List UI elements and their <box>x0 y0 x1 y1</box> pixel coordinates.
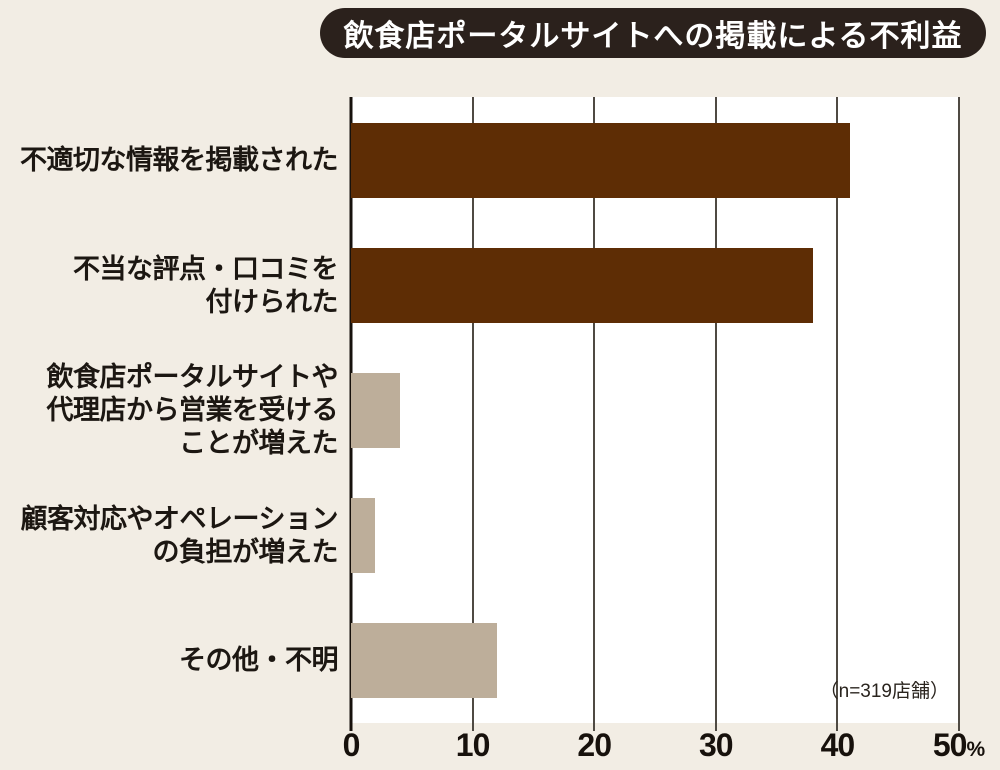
plot-area: （n=319店舗） <box>349 97 960 731</box>
x-tick-label-10: 10 <box>455 727 491 763</box>
category-label-line: 代理店から営業を受ける <box>46 395 339 425</box>
bar-2 <box>351 373 400 448</box>
category-label-line: の負担が増えた <box>152 536 339 567</box>
category-label-4: その他・不明 <box>0 623 339 698</box>
x-tick-label-50: 50% <box>932 727 986 763</box>
category-label-line: その他・不明 <box>179 645 339 675</box>
x-tick-label-0: 0 <box>342 727 361 763</box>
bar-1 <box>351 248 814 323</box>
category-label-1: 不当な評点・口コミを 付けられた <box>0 248 339 323</box>
category-label-line: 不当な評点・口コミを <box>73 253 339 284</box>
category-label-line: ことが増えた <box>179 428 339 458</box>
gridline-30 <box>714 97 717 731</box>
category-label-line: 顧客対応やオペレーション <box>20 503 339 534</box>
gridline-10 <box>471 97 474 731</box>
gridline-20 <box>593 97 596 731</box>
category-label-3: 顧客対応やオペレーション の負担が増えた <box>0 498 339 573</box>
category-label-line: 付けられた <box>205 286 339 317</box>
percent-suffix: % <box>966 738 986 761</box>
chart-title-text: 飲食店ポータルサイトへの掲載による不利益 <box>343 20 963 53</box>
x-tick-label-40: 40 <box>820 727 856 763</box>
category-label-line: 飲食店ポータルサイトや <box>46 362 339 392</box>
sample-size-note: （n=319店舗） <box>819 681 949 702</box>
x-axis: 0 10 20 30 40 50% <box>343 727 986 769</box>
bar-4 <box>351 623 497 698</box>
gridline-40 <box>836 97 839 731</box>
x-tick-label-20: 20 <box>577 727 612 763</box>
bar-0 <box>351 123 850 198</box>
category-label-line: 不適切な情報を掲載された <box>20 145 339 175</box>
category-label-2: 飲食店ポータルサイトや 代理店から営業を受ける ことが増えた <box>0 362 339 458</box>
chart-title: 飲食店ポータルサイトへの掲載による不利益 <box>320 8 986 58</box>
gridline-50 <box>958 97 960 731</box>
bar-3 <box>351 498 376 573</box>
category-labels: 不適切な情報を掲載された不当な評点・口コミを 付けられた飲食店ポータルサイトや 代理… <box>0 97 344 723</box>
category-label-0: 不適切な情報を掲載された <box>0 123 339 198</box>
x-tick-label-30: 30 <box>699 727 734 763</box>
